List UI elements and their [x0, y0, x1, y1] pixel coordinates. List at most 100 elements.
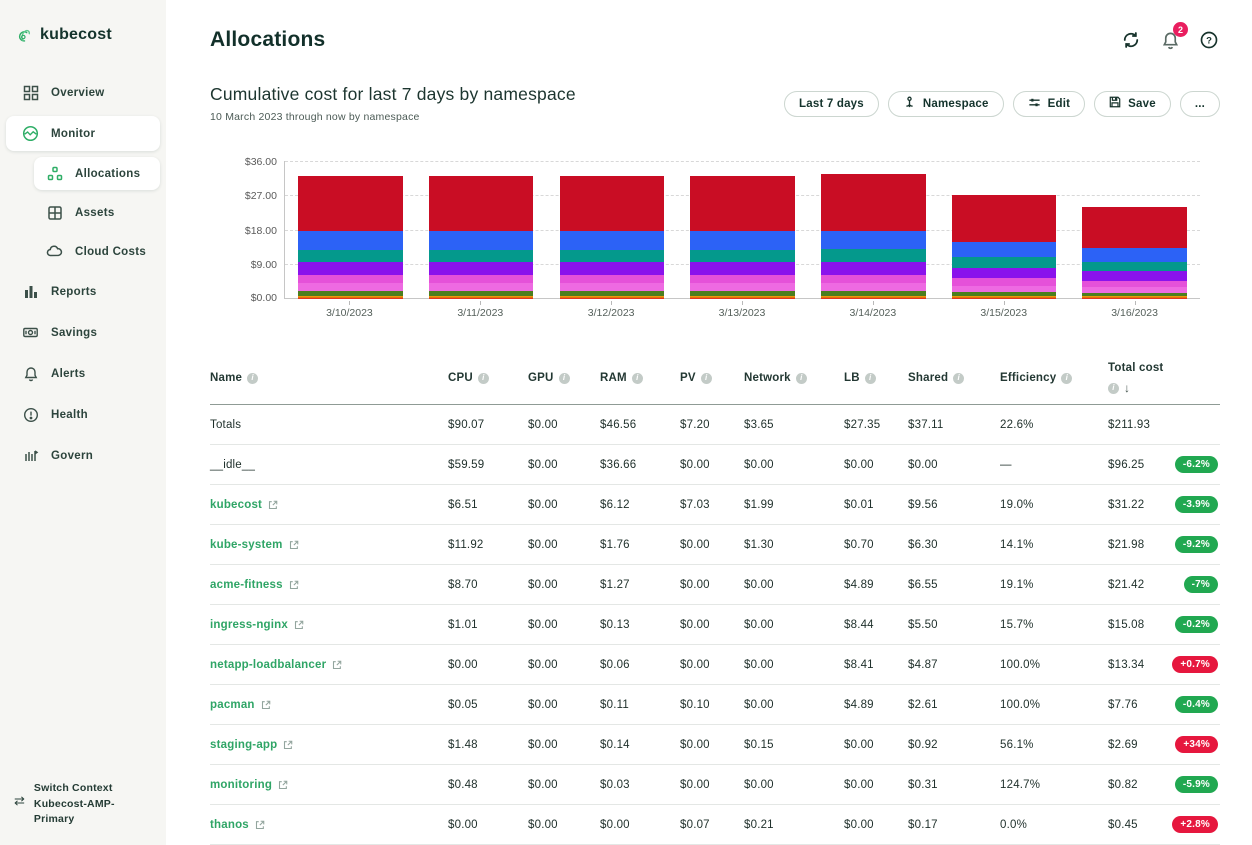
bar-segment-staging-app[interactable] [690, 295, 795, 298]
bar-segment-ingress-nginx[interactable] [428, 274, 534, 284]
bar-segment-netapp-loadbalancer[interactable] [1082, 287, 1187, 293]
column-header-network[interactable]: Network i [744, 371, 844, 386]
bar-segment-staging-app[interactable] [428, 295, 534, 298]
chart-plot[interactable]: $0.00 $9.00 $18.00 $27.00 $36.00 [245, 156, 1200, 304]
bar-segment-__idle__[interactable] [298, 175, 403, 232]
refresh-button[interactable] [1120, 29, 1142, 51]
bar-segment-acme-fitness[interactable] [1082, 271, 1187, 281]
column-header-efficiency[interactable]: Efficiency i [1000, 371, 1108, 386]
column-header-ram[interactable]: RAM i [600, 371, 680, 386]
bar-segment-ingress-nginx[interactable] [1082, 280, 1187, 288]
bar-segment-pacman[interactable] [559, 291, 665, 296]
sidebar-item-reports[interactable]: Reports [6, 274, 160, 309]
bar-segment-netapp-loadbalancer[interactable] [820, 283, 926, 292]
namespace-link[interactable]: kube-system [210, 538, 283, 551]
column-header-pv[interactable]: PV i [680, 371, 744, 386]
bar-segment-staging-app[interactable] [559, 295, 665, 298]
bar-segment-ingress-nginx[interactable] [951, 278, 1057, 286]
sidebar-item-alerts[interactable]: Alerts [6, 356, 160, 391]
bar-segment-netapp-loadbalancer[interactable] [428, 283, 534, 292]
bar-segment-acme-fitness[interactable] [820, 261, 926, 275]
bar-segment-__idle__[interactable] [690, 175, 795, 232]
namespace-link[interactable]: ingress-nginx [210, 618, 289, 631]
bar-segment-pacman[interactable] [820, 291, 926, 296]
sidebar-item-assets[interactable]: Assets [34, 196, 160, 229]
bar-segment-pacman[interactable] [951, 292, 1057, 297]
bar-segment-kubecost[interactable] [1082, 248, 1187, 262]
bar-segment-kube-system[interactable] [820, 249, 926, 262]
bar-segment-staging-app[interactable] [820, 295, 926, 298]
column-header-cpu[interactable]: CPU i [448, 371, 528, 386]
info-icon[interactable]: i [795, 373, 807, 384]
bar-segment-pacman[interactable] [428, 291, 534, 296]
stacked-bar[interactable] [559, 175, 665, 298]
column-header-name[interactable]: Name i [210, 371, 448, 386]
bar-segment-kube-system[interactable] [1082, 261, 1187, 272]
sidebar-item-govern[interactable]: Govern [6, 438, 160, 473]
info-icon[interactable]: i [247, 373, 259, 384]
bar-segment-ingress-nginx[interactable] [690, 274, 795, 284]
info-icon[interactable]: i [864, 373, 876, 384]
info-icon[interactable]: i [558, 373, 570, 384]
bar-segment-netapp-loadbalancer[interactable] [559, 283, 665, 292]
sidebar-item-monitor[interactable]: Monitor [6, 116, 160, 151]
bar-segment-__idle__[interactable] [428, 175, 534, 232]
info-icon[interactable]: i [1061, 373, 1073, 384]
sidebar-item-cloud-costs[interactable]: Cloud Costs [34, 235, 160, 268]
bar-segment-kubecost[interactable] [951, 242, 1057, 258]
info-icon[interactable]: i [1108, 382, 1119, 394]
stacked-bar[interactable] [690, 175, 795, 298]
namespace-link[interactable]: pacman [210, 698, 255, 711]
bar-segment-__idle__[interactable] [820, 174, 926, 231]
bar-segment-kubecost[interactable] [559, 231, 665, 250]
sidebar-item-savings[interactable]: Savings [6, 315, 160, 350]
namespace-link[interactable]: monitoring [210, 778, 273, 791]
bar-segment-acme-fitness[interactable] [690, 262, 795, 275]
bar-segment-staging-app[interactable] [951, 296, 1057, 298]
bar-segment-staging-app[interactable] [1082, 296, 1187, 298]
info-icon[interactable]: i [700, 373, 712, 384]
bar-segment-pacman[interactable] [298, 291, 403, 296]
namespace-link[interactable]: acme-fitness [210, 578, 283, 591]
bar-segment-netapp-loadbalancer[interactable] [298, 283, 403, 292]
column-header-total-cost[interactable]: Total cost i ↓ [1108, 361, 1164, 395]
bar-segment-kube-system[interactable] [298, 249, 403, 263]
stacked-bar[interactable] [428, 175, 534, 298]
bar-segment-kubecost[interactable] [690, 231, 795, 250]
namespace-link[interactable]: staging-app [210, 738, 278, 751]
bar-segment-ingress-nginx[interactable] [298, 274, 403, 284]
bar-segment-ingress-nginx[interactable] [820, 274, 926, 284]
stacked-bar[interactable] [298, 175, 403, 298]
bar-segment-acme-fitness[interactable] [428, 262, 534, 275]
bar-segment-pacman[interactable] [690, 291, 795, 296]
bar-segment-__idle__[interactable] [951, 195, 1057, 243]
bar-segment-kubecost[interactable] [428, 231, 534, 250]
column-header-gpu[interactable]: GPU i [528, 371, 600, 386]
help-button[interactable]: ? [1198, 29, 1220, 51]
bar-segment-__idle__[interactable] [1082, 206, 1187, 249]
namespace-link[interactable]: thanos [210, 818, 249, 831]
bar-segment-kubecost[interactable] [820, 230, 926, 250]
column-header-shared[interactable]: Shared i [908, 371, 1000, 386]
date-range-button[interactable]: Last 7 days [784, 90, 879, 117]
bar-segment-kubecost[interactable] [298, 231, 403, 250]
sidebar-item-health[interactable]: Health [6, 397, 160, 432]
namespace-link[interactable]: netapp-loadbalancer [210, 658, 327, 671]
info-icon[interactable]: i [953, 373, 965, 384]
bar-segment-kube-system[interactable] [428, 249, 534, 263]
bar-segment-acme-fitness[interactable] [559, 262, 665, 275]
bar-segment-acme-fitness[interactable] [298, 262, 403, 275]
stacked-bar[interactable] [820, 174, 926, 298]
bar-segment-acme-fitness[interactable] [951, 268, 1057, 279]
bar-segment-kube-system[interactable] [559, 249, 665, 263]
sidebar-item-overview[interactable]: Overview [6, 75, 160, 110]
notifications-button[interactable]: 2 [1159, 22, 1188, 51]
bar-segment-staging-app[interactable] [298, 295, 403, 298]
switch-context-button[interactable]: ⇄ Switch Context Kubecost-AMP-Primary [0, 781, 166, 827]
more-options-button[interactable]: ... [1179, 90, 1220, 117]
bar-segment-netapp-loadbalancer[interactable] [951, 285, 1057, 293]
edit-button[interactable]: Edit [1012, 90, 1086, 117]
column-header-lb[interactable]: LB i [844, 371, 908, 386]
stacked-bar[interactable] [1082, 206, 1187, 298]
namespace-link[interactable]: kubecost [210, 498, 263, 511]
